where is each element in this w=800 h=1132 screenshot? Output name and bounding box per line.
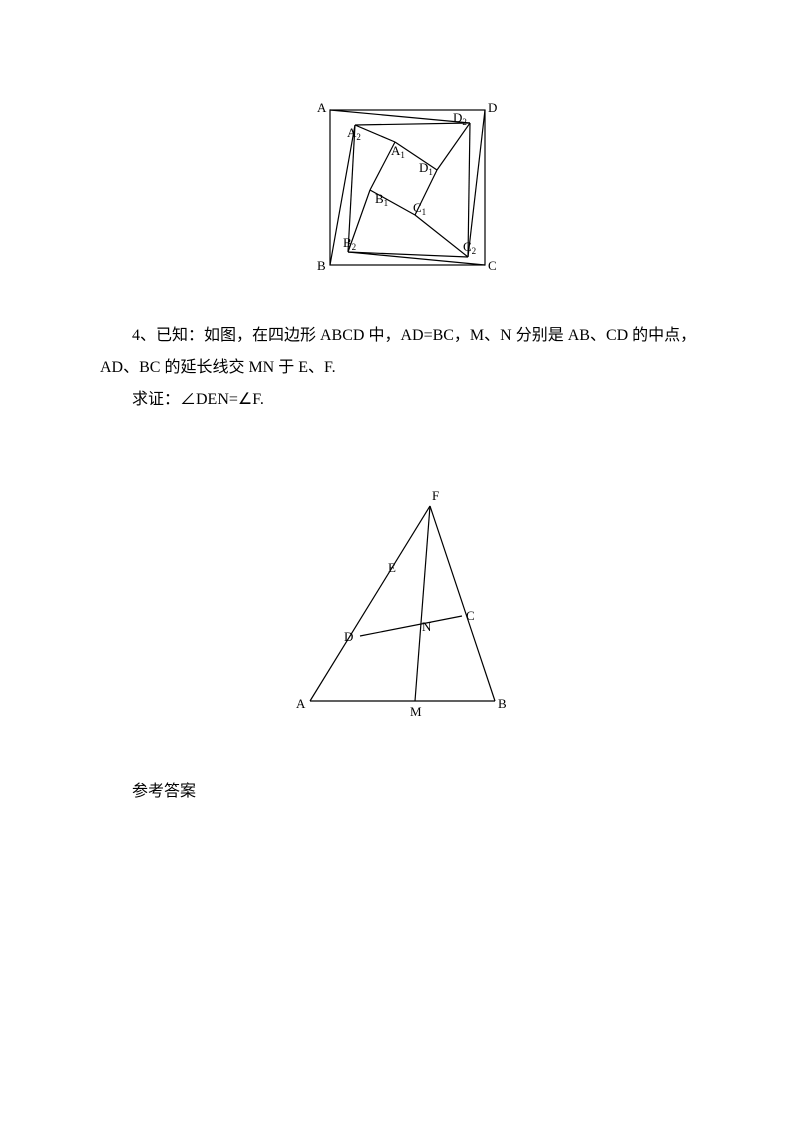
- svg-text:C: C: [466, 608, 475, 623]
- svg-text:D: D: [488, 100, 497, 115]
- answer-heading: 参考答案: [100, 776, 700, 808]
- problem-statement-line2: 求证：∠DEN=∠F.: [100, 384, 700, 416]
- diagram-square-nested: A D B C A2 D2 B2 C2 A1 D1 B1 C1: [100, 90, 700, 300]
- svg-text:B2: B2: [343, 235, 356, 252]
- svg-text:M: M: [410, 704, 422, 719]
- problem-statement-line1: 4、已知：如图，在四边形 ABCD 中，AD=BC，M、N 分别是 AB、CD …: [100, 320, 700, 384]
- svg-text:D: D: [344, 629, 353, 644]
- svg-text:C: C: [488, 258, 497, 273]
- svg-text:A: A: [317, 100, 327, 115]
- svg-text:B: B: [317, 258, 326, 273]
- svg-text:B: B: [498, 696, 507, 711]
- svg-text:F: F: [432, 488, 439, 503]
- diagram-triangle: A B M F D C E N: [100, 476, 700, 736]
- svg-text:D2: D2: [453, 110, 467, 127]
- diagram2-svg: A B M F D C E N: [270, 476, 530, 736]
- diagram1-svg: A D B C A2 D2 B2 C2 A1 D1 B1 C1: [295, 90, 505, 300]
- svg-text:B1: B1: [375, 191, 388, 208]
- svg-text:N: N: [422, 619, 432, 634]
- svg-text:C2: C2: [463, 239, 476, 256]
- svg-text:D1: D1: [419, 160, 433, 177]
- svg-text:A2: A2: [347, 125, 361, 142]
- svg-text:A: A: [296, 696, 306, 711]
- svg-text:A1: A1: [391, 143, 405, 160]
- svg-text:C1: C1: [413, 200, 426, 217]
- svg-text:E: E: [388, 560, 396, 575]
